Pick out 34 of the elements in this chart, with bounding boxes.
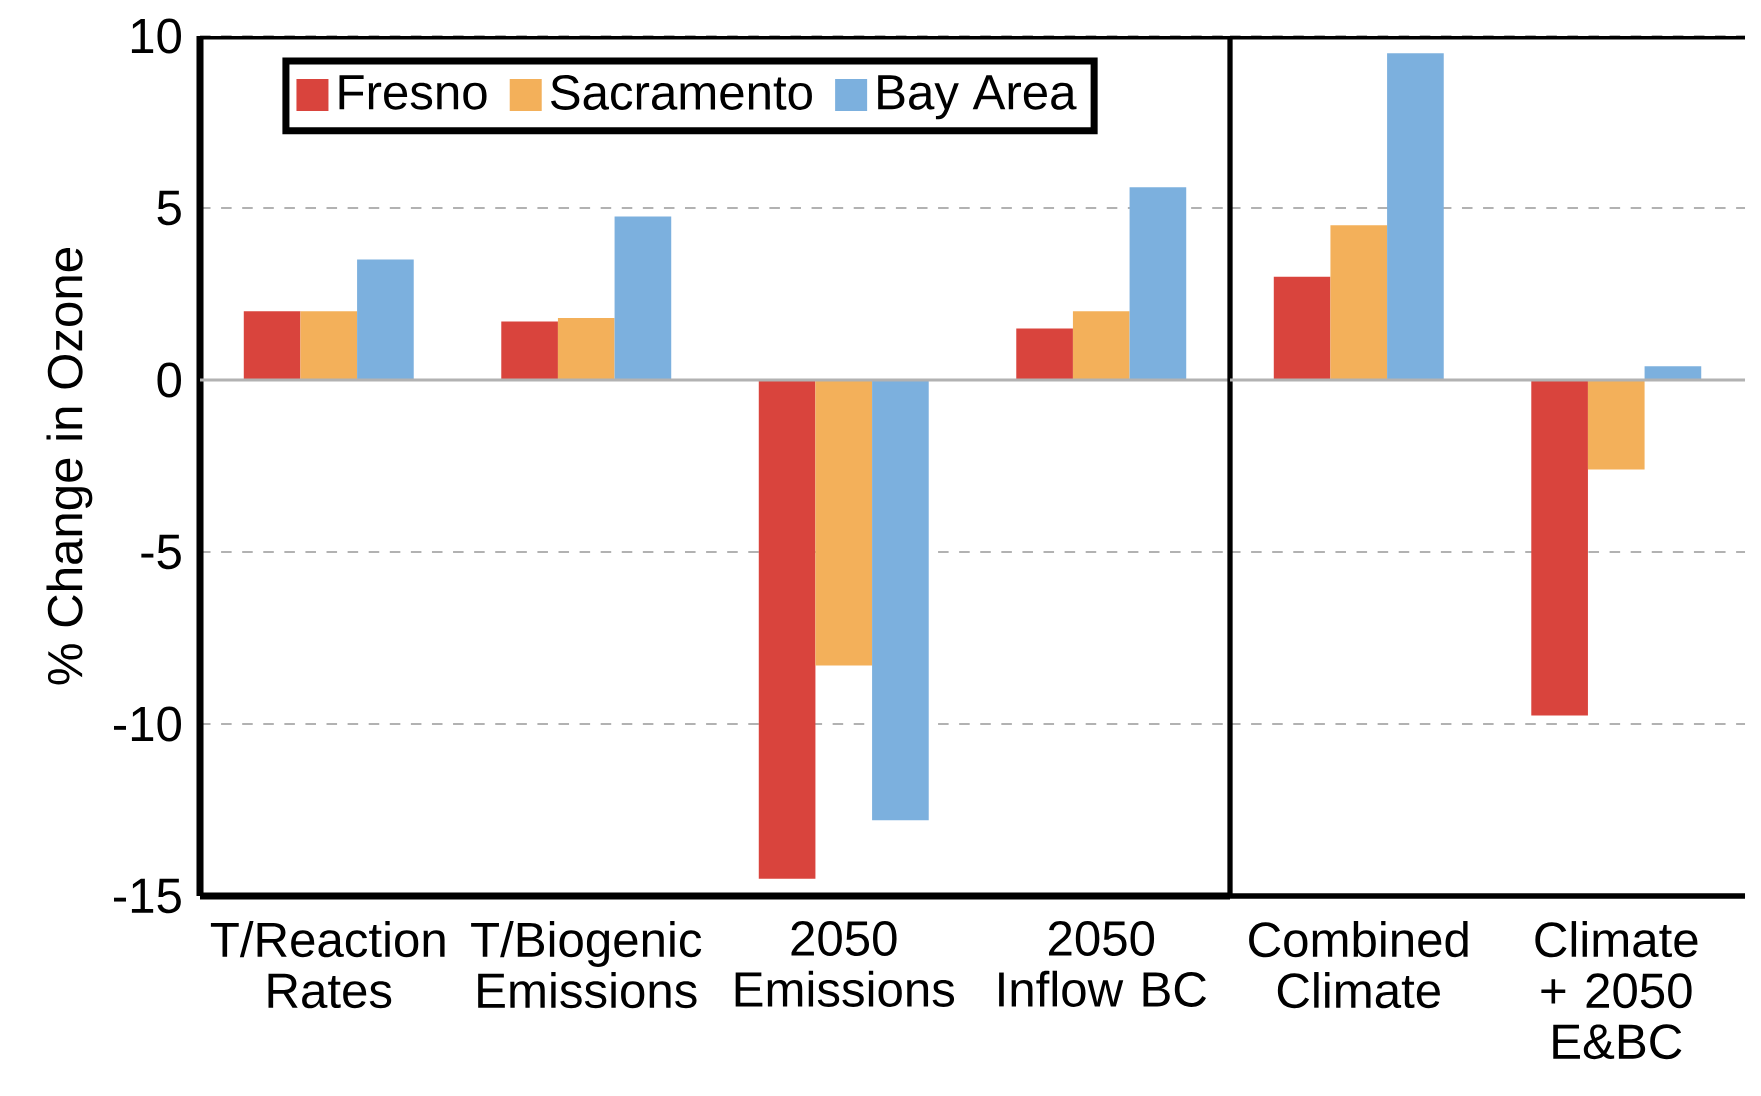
bar xyxy=(557,318,615,380)
bar xyxy=(1016,328,1073,380)
bar xyxy=(300,311,358,380)
bar xyxy=(1387,53,1444,380)
y-tick-label: 5 xyxy=(157,190,181,226)
bar xyxy=(872,380,929,821)
bar xyxy=(357,259,414,380)
bar xyxy=(1273,276,1331,380)
x-tick-label: T/Reaction Rates xyxy=(210,921,445,1009)
bar xyxy=(1587,380,1645,470)
x-tick-label: Climate + 2050 E&BC xyxy=(1535,921,1698,1060)
legend-label: Fresno xyxy=(339,75,487,110)
x-tick-label: 2050 Inflow BC xyxy=(999,921,1207,1007)
y-tick-label: 10 xyxy=(131,18,181,54)
y-tick-label: -15 xyxy=(113,878,181,914)
bar xyxy=(1129,187,1187,380)
x-tick-label: Combined Climate xyxy=(1249,921,1468,1009)
y-tick-label: 0 xyxy=(157,362,182,398)
bar xyxy=(614,216,672,380)
bar xyxy=(1531,380,1588,716)
bar xyxy=(1072,311,1130,380)
legend-label: Sacramento xyxy=(551,75,812,110)
y-tick-label: -5 xyxy=(141,534,181,570)
bar xyxy=(243,311,301,380)
x-tick-label: T/Biogenic Emissions xyxy=(471,921,702,1009)
bar xyxy=(758,380,816,879)
y-axis-title: % Change in Ozone xyxy=(46,248,93,685)
legend-label: Bay Area xyxy=(878,75,1077,120)
bar xyxy=(1644,366,1702,380)
x-tick-label: 2050 Emissions xyxy=(735,921,955,1007)
bar xyxy=(815,380,873,666)
bar xyxy=(1330,225,1388,380)
y-tick-label: -10 xyxy=(113,706,181,742)
bar xyxy=(501,321,558,380)
